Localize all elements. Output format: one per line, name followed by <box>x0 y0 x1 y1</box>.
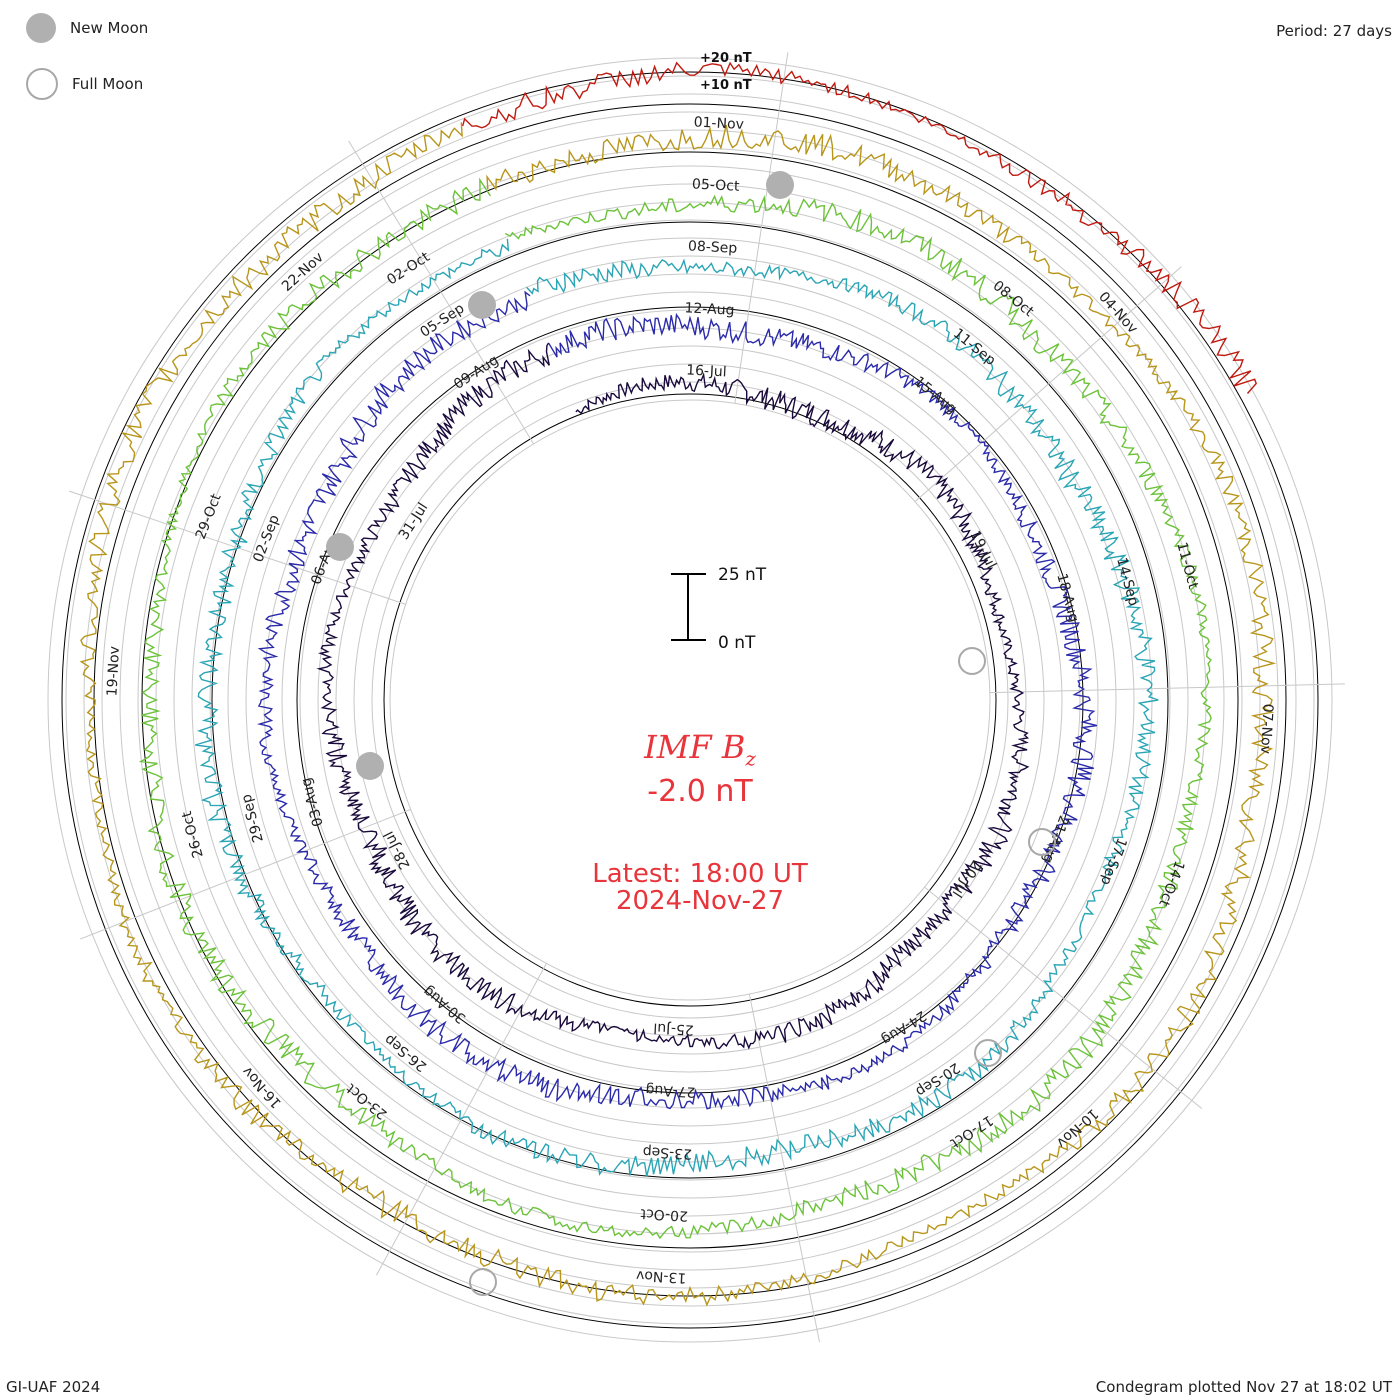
date-label: 11-Oct <box>1173 541 1201 591</box>
radial-spoke <box>989 683 1345 694</box>
date-label: 12-Aug <box>684 300 735 319</box>
grid-ring <box>335 345 1045 1055</box>
legend-new-moon: New Moon <box>26 13 148 43</box>
grid-ring <box>353 363 1027 1037</box>
footer-plot-time: Condegram plotted Nov 27 at 18:02 UT <box>1095 1378 1392 1396</box>
grid-ring <box>263 273 1117 1127</box>
radial-spoke <box>376 963 547 1276</box>
radial-spoke <box>748 993 821 1343</box>
period-label: Period: 27 days <box>1276 22 1392 40</box>
date-label: 19-Jul <box>966 528 999 571</box>
new-moon-marker <box>468 291 496 319</box>
baseline-ring <box>383 393 997 1007</box>
new-moon-marker <box>766 171 794 199</box>
date-label: 24-Aug <box>878 1007 929 1048</box>
baseline-ring <box>61 71 1319 1329</box>
data-traces <box>79 61 1277 1307</box>
radial-spoke <box>79 809 411 940</box>
full-moon-marker <box>469 1268 497 1296</box>
grid-ring <box>245 255 1135 1145</box>
date-label: 30-Aug <box>420 983 469 1027</box>
baseline-ring <box>211 221 1169 1179</box>
grid-ring <box>83 93 1297 1307</box>
radial-spoke <box>924 886 1203 1109</box>
trace-jul-cycle <box>316 342 1030 1050</box>
grid-ring <box>371 381 1009 1019</box>
grid-ring <box>65 75 1315 1325</box>
radial-spoke <box>348 140 535 445</box>
date-label: 26-Sep <box>382 1031 430 1074</box>
latest-time: Latest: 18:00 UT <box>592 859 808 889</box>
date-label: 01-Nov <box>693 114 744 133</box>
grid-ring <box>299 309 1081 1091</box>
grid-ring <box>173 183 1207 1217</box>
footer-credit: GI-UAF 2024 <box>6 1378 101 1396</box>
legend-full-moon: Full Moon <box>26 68 143 100</box>
date-label: 25-Jul <box>653 1020 694 1038</box>
grid-ring <box>317 327 1063 1073</box>
scale-bar-top-label: 25 nT <box>718 565 767 585</box>
trace-nov-cycle <box>79 122 1277 1307</box>
full-moon-marker <box>1028 828 1056 856</box>
new-moon-marker <box>356 752 384 780</box>
ring-scale-upper: +20 nT <box>700 51 752 66</box>
scale-bar-bottom-label: 0 nT <box>718 633 756 653</box>
date-label: 02-Sep <box>250 513 283 565</box>
grid-ring <box>137 147 1243 1253</box>
full-moon-marker <box>974 1039 1002 1067</box>
date-label: 05-Oct <box>692 176 741 194</box>
chart-title-main: IMF B <box>644 728 746 766</box>
date-label: 23-Oct <box>343 1080 390 1123</box>
trace-sep-cycle <box>195 238 1159 1177</box>
date-label: 23-Sep <box>642 1143 692 1161</box>
date-label: 19-Nov <box>104 646 123 697</box>
latest-value: -2.0 nT <box>647 774 753 809</box>
grid-ring <box>101 111 1279 1289</box>
new-moon-marker <box>326 533 354 561</box>
grid-ring <box>47 57 1333 1343</box>
baseline-ring <box>93 103 1287 1297</box>
latest-date: 2024-Nov-27 <box>615 886 785 916</box>
date-label: 08-Sep <box>688 238 738 256</box>
grid-ring <box>281 291 1099 1109</box>
radial-spokes <box>69 52 1345 1343</box>
grid-ring <box>155 165 1225 1235</box>
grid-ring <box>227 237 1153 1163</box>
date-label: 14-Sep <box>1113 556 1141 608</box>
legend-full-moon-label: Full Moon <box>72 75 144 93</box>
grid-ring <box>389 399 991 1001</box>
trace-nov-latest- <box>462 61 1257 394</box>
date-label: 15-Aug <box>911 374 960 418</box>
full-moon-marker <box>958 647 986 675</box>
new-moon-icon <box>26 13 56 43</box>
chart-title-sub: z <box>745 746 756 771</box>
trace-oct-cycle <box>138 177 1212 1240</box>
grid-ring <box>191 201 1189 1199</box>
radial-spoke <box>914 266 1182 502</box>
date-label: 26-Oct <box>179 809 207 859</box>
moon-markers <box>326 171 1056 1296</box>
radial-spoke <box>734 52 789 404</box>
date-label: 07-Nov <box>1257 703 1276 754</box>
full-moon-icon <box>26 68 58 100</box>
baseline-ring <box>141 151 1239 1249</box>
grid-ring <box>119 129 1261 1271</box>
scale-bar: 25 nT 0 nT <box>671 565 767 653</box>
date-labels: 16-Jul19-Jul20-Jul25-Jul28-Jul31-Jul12-A… <box>104 114 1275 1285</box>
ring-scale-lower: +10 nT <box>700 78 752 93</box>
baseline-ring <box>296 306 1084 1094</box>
date-label: 20-Oct <box>640 1205 689 1223</box>
date-label: 16-Jul <box>686 362 727 380</box>
chart-title: IMF Bz <box>0 728 1400 770</box>
trace-aug-cycle <box>256 290 1098 1110</box>
legend-new-moon-label: New Moon <box>70 19 149 37</box>
date-label: 02-Oct <box>384 249 433 289</box>
date-label: 17-Oct <box>947 1112 996 1152</box>
date-label: 31-Jul <box>396 500 431 543</box>
date-label: 27-Aug <box>645 1081 696 1100</box>
date-label: 13-Nov <box>636 1267 687 1286</box>
grid-ring <box>209 219 1171 1181</box>
